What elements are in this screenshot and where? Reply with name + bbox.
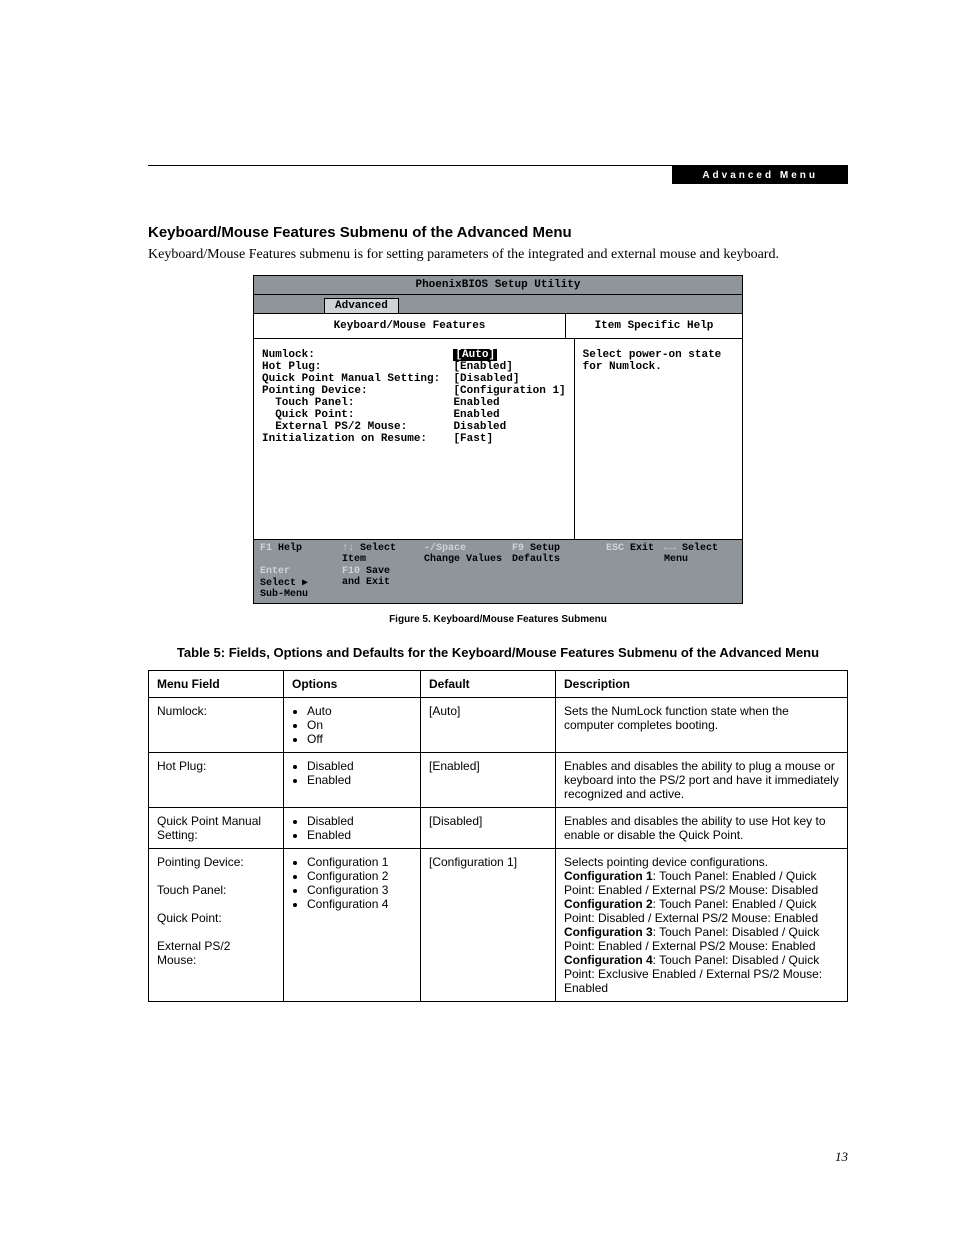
bios-row-value: [Configuration 1]: [453, 385, 565, 397]
bios-row-value: Enabled: [453, 409, 499, 421]
bios-row-value: [Fast]: [453, 433, 493, 445]
table-cell-options: DisabledEnabled: [284, 753, 421, 808]
bios-key: -/Space: [424, 543, 466, 554]
bios-row-label: Quick Point Manual Setting:: [262, 373, 453, 385]
bios-panel-title-right: Item Specific Help: [566, 314, 742, 338]
col-header: Options: [284, 671, 421, 698]
bios-row-label: Pointing Device:: [262, 385, 453, 397]
table-cell-default: [Auto]: [421, 698, 556, 753]
fields-table: Menu Field Options Default Description N…: [148, 670, 848, 1002]
table-cell-description: Enables and disables the ability to plug…: [556, 753, 848, 808]
bios-row-label: Touch Panel:: [262, 397, 453, 409]
header-rule: Advanced Menu: [148, 165, 848, 184]
bios-key-label: Select ▶ Sub-Menu: [260, 578, 308, 600]
col-header: Menu Field: [149, 671, 284, 698]
bios-footer: F1 Help ↑↓ Select Item -/Space Change Va…: [253, 539, 743, 604]
bios-help-text: Select power-on state for Numlock.: [575, 339, 742, 539]
bios-key: F9: [512, 543, 524, 554]
table-cell-default: [Enabled]: [421, 753, 556, 808]
page-heading: Keyboard/Mouse Features Submenu of the A…: [148, 224, 848, 241]
bios-key: F10: [342, 566, 360, 577]
table-cell-field: Pointing Device: Touch Panel: Quick Poin…: [149, 849, 284, 1002]
bios-key: ESC: [606, 543, 624, 554]
bios-key-label: Change Values: [424, 554, 502, 565]
table-cell-field: Quick Point Manual Setting:: [149, 808, 284, 849]
table-cell-options: DisabledEnabled: [284, 808, 421, 849]
table-cell-description: Sets the NumLock function state when the…: [556, 698, 848, 753]
bios-row-value: Enabled: [453, 397, 499, 409]
bios-row-label: Quick Point:: [262, 409, 453, 421]
bios-key: Enter: [260, 566, 290, 577]
table-cell-options: Configuration 1Configuration 2Configurat…: [284, 849, 421, 1002]
section-banner: Advanced Menu: [672, 166, 848, 184]
bios-key: F1: [260, 543, 272, 554]
bios-key-label: Exit: [630, 543, 654, 554]
table-cell-description: Enables and disables the ability to use …: [556, 808, 848, 849]
col-header: Default: [421, 671, 556, 698]
table-cell-field: Hot Plug:: [149, 753, 284, 808]
table-cell-field: Numlock:: [149, 698, 284, 753]
bios-row-value: [Enabled]: [453, 361, 512, 373]
bios-panel-title-left: Keyboard/Mouse Features: [254, 314, 566, 338]
bios-settings-list: Numlock: [Auto] Hot Plug: [Enabled] Quic…: [254, 339, 575, 539]
table-cell-options: AutoOnOff: [284, 698, 421, 753]
bios-key: ←→: [664, 543, 676, 554]
table-cell-description: Selects pointing device configurations.C…: [556, 849, 848, 1002]
bios-row-label: External PS/2 Mouse:: [262, 421, 453, 433]
bios-row-label: Initialization on Resume:: [262, 433, 453, 445]
bios-row-label: Numlock:: [262, 349, 453, 361]
bios-tab-advanced: Advanced: [324, 298, 399, 313]
table-cell-default: [Configuration 1]: [421, 849, 556, 1002]
bios-tab-row: Advanced: [253, 294, 743, 313]
bios-key: ↑↓: [342, 543, 354, 554]
col-header: Description: [556, 671, 848, 698]
bios-row-value: [Disabled]: [453, 373, 519, 385]
figure-caption: Figure 5. Keyboard/Mouse Features Submen…: [148, 614, 848, 625]
page-number: 13: [835, 1149, 848, 1165]
bios-row-value: [Auto]: [453, 349, 497, 361]
intro-text: Keyboard/Mouse Features submenu is for s…: [148, 247, 848, 263]
bios-title: PhoenixBIOS Setup Utility: [253, 275, 743, 294]
bios-screenshot: PhoenixBIOS Setup Utility Advanced Keybo…: [253, 275, 743, 604]
table-caption: Table 5: Fields, Options and Defaults fo…: [148, 645, 848, 660]
table-cell-default: [Disabled]: [421, 808, 556, 849]
bios-row-value: Disabled: [453, 421, 506, 433]
bios-row-label: Hot Plug:: [262, 361, 453, 373]
bios-key-label: Help: [278, 543, 302, 554]
